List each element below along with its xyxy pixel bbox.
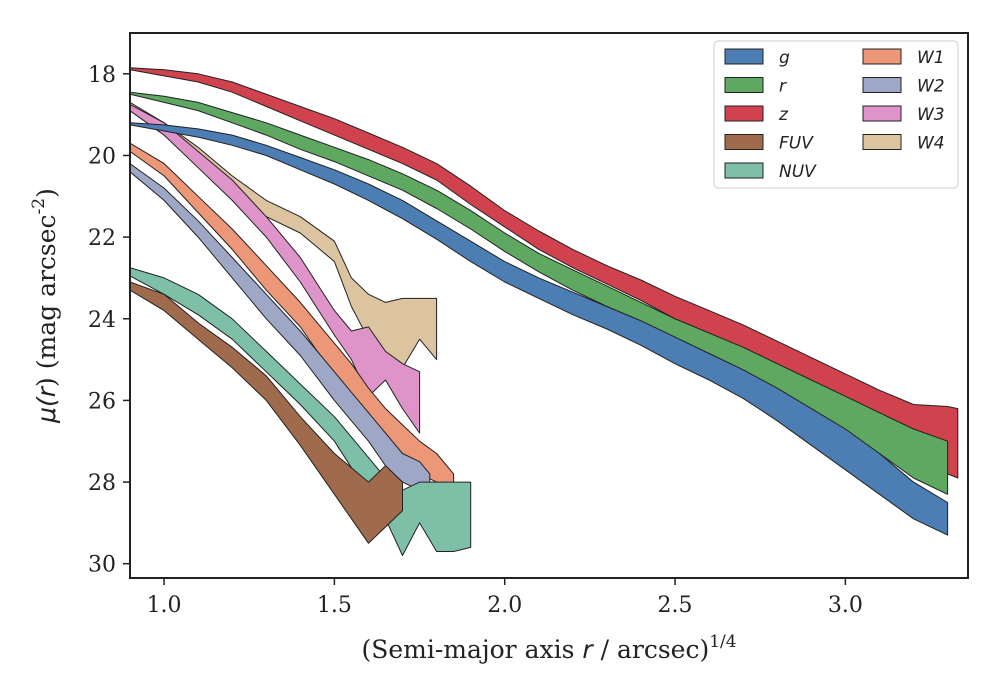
legend-label-g: g — [779, 48, 790, 68]
legend-label-w3: W3 — [917, 105, 945, 125]
legend-label-w4: W4 — [917, 134, 945, 154]
x-tick-label: 2.5 — [658, 593, 693, 618]
legend-swatch-w2 — [862, 77, 902, 93]
band-z — [130, 67, 959, 479]
legend: grz FUV NUV W1 W2 W3 W4 — [713, 40, 959, 189]
y-tick-label: 26 — [88, 389, 116, 414]
y-axis: 18 20 22 24 26 28 30 — [88, 63, 130, 578]
legend-label-nuv: NUV — [779, 162, 817, 182]
legend-swatch-nuv — [724, 162, 764, 179]
y-axis-label: μ(r) (mag arcsec-2) — [29, 188, 61, 424]
legend-swatch-w4 — [862, 134, 902, 150]
y-tick-label: 20 — [88, 144, 116, 169]
legend-swatch-fuv — [724, 134, 764, 150]
band-r — [130, 91, 949, 495]
legend-swatch-w1 — [862, 48, 902, 65]
x-tick-label: 3.0 — [828, 593, 863, 618]
legend-label-fuv: FUV — [779, 134, 814, 154]
band-layer — [130, 67, 959, 556]
legend-label-w1: W1 — [917, 48, 945, 68]
legend-label-z: z — [778, 105, 789, 125]
x-tick-label: 1.0 — [147, 593, 182, 618]
y-tick-label: 24 — [88, 308, 116, 333]
legend-swatch-w3 — [862, 105, 902, 122]
legend-label-r: r — [779, 77, 787, 97]
x-tick-label: 2.0 — [487, 593, 522, 618]
legend-swatch-g — [724, 48, 764, 65]
band-w3 — [130, 103, 421, 434]
x-axis: 1.0 1.5 2.0 2.5 3.0 — [147, 578, 863, 618]
band-g — [130, 122, 949, 536]
legend-swatch-r — [724, 77, 764, 93]
plot-frame — [129, 32, 969, 579]
y-tick-label: 28 — [88, 471, 116, 496]
legend-label-w2: W2 — [917, 77, 945, 97]
y-tick-label: 30 — [88, 553, 116, 578]
x-tick-label: 1.5 — [317, 593, 352, 618]
legend-swatch-z — [724, 105, 764, 122]
y-tick-label: 18 — [88, 63, 116, 88]
x-axis-label: (Semi-major axis r / arcsec)1/4 — [361, 632, 736, 664]
band-fuv — [130, 281, 403, 544]
y-tick-label: 22 — [88, 226, 116, 251]
